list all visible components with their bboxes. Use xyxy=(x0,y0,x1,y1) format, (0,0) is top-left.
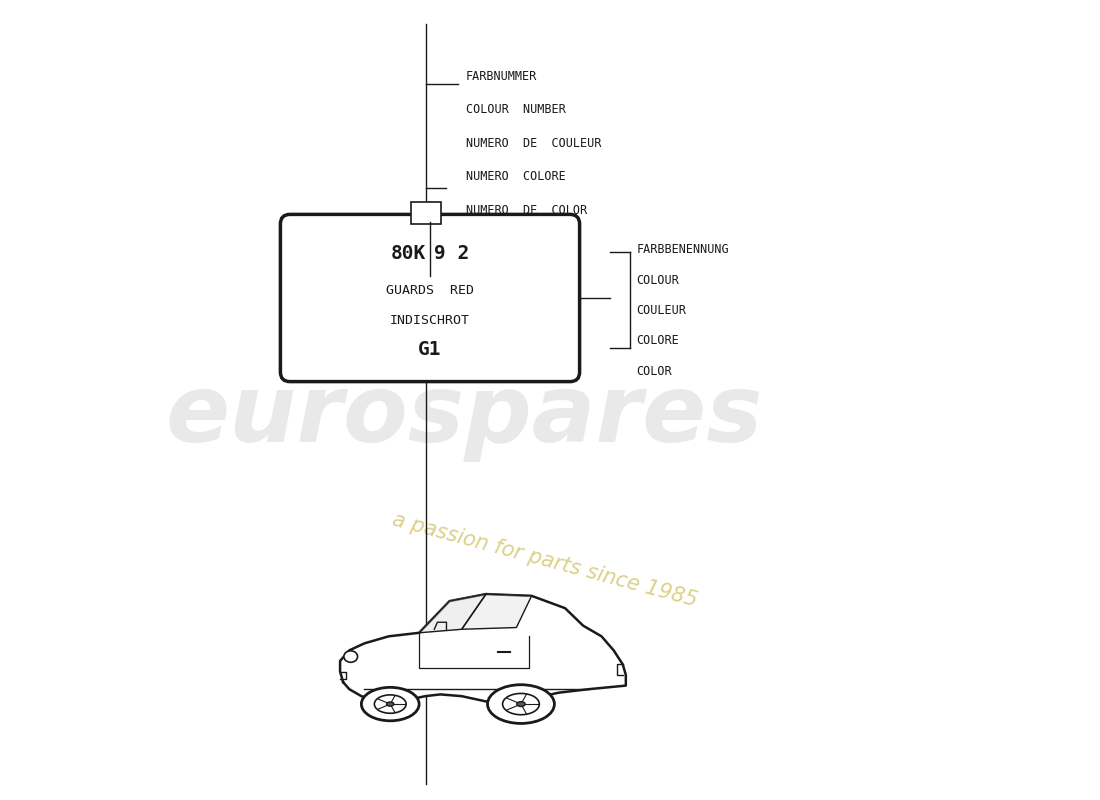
Text: NUMERO  DE  COLOR: NUMERO DE COLOR xyxy=(466,204,587,217)
Text: NUMERO  COLORE: NUMERO COLORE xyxy=(466,170,565,183)
Text: FARBNUMMER: FARBNUMMER xyxy=(466,70,537,82)
Polygon shape xyxy=(462,594,531,630)
Text: 9 2: 9 2 xyxy=(434,244,470,263)
Ellipse shape xyxy=(517,702,525,706)
Polygon shape xyxy=(340,594,626,702)
Text: G1: G1 xyxy=(418,340,442,359)
Text: COLOUR  NUMBER: COLOUR NUMBER xyxy=(466,103,565,116)
Text: 80K: 80K xyxy=(390,244,426,263)
Text: a passion for parts since 1985: a passion for parts since 1985 xyxy=(390,510,700,610)
Text: COLOR: COLOR xyxy=(637,365,672,378)
Ellipse shape xyxy=(344,651,358,662)
Text: eurospares: eurospares xyxy=(166,370,763,462)
Ellipse shape xyxy=(503,694,539,714)
Ellipse shape xyxy=(386,702,394,706)
Ellipse shape xyxy=(362,687,419,721)
Ellipse shape xyxy=(374,695,406,714)
Text: COULEUR: COULEUR xyxy=(637,304,686,317)
Text: INDISCHROT: INDISCHROT xyxy=(390,314,470,326)
Bar xyxy=(410,202,441,224)
Text: COLORE: COLORE xyxy=(637,334,679,347)
Ellipse shape xyxy=(487,685,554,723)
FancyBboxPatch shape xyxy=(280,214,580,382)
Text: NUMERO  DE  COULEUR: NUMERO DE COULEUR xyxy=(466,137,602,150)
Text: FARBBENENNUNG: FARBBENENNUNG xyxy=(637,243,729,256)
Text: GUARDS  RED: GUARDS RED xyxy=(386,284,474,297)
Text: COLOUR: COLOUR xyxy=(637,274,679,286)
Polygon shape xyxy=(419,594,486,633)
